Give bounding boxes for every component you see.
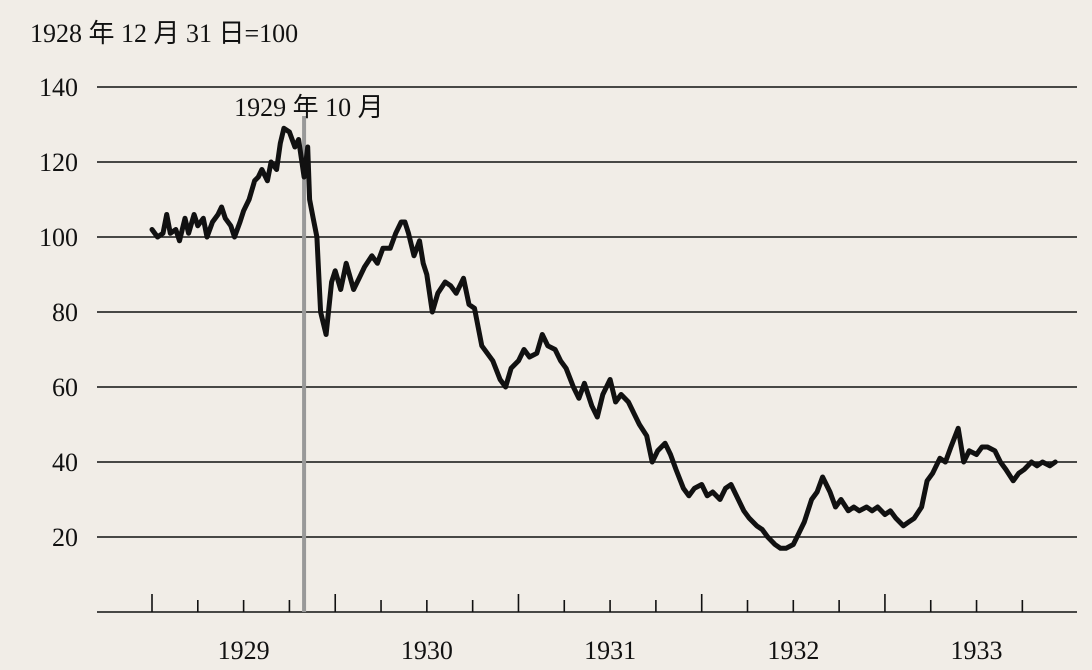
y-tick-label: 140 [39,73,78,102]
y-tick-label: 60 [52,373,78,402]
x-axis: 1929 1930 1931 1932 1933 [97,594,1077,665]
x-tick-label: 1932 [767,636,819,665]
x-tick-label: 1930 [401,636,453,665]
y-tick-label: 80 [52,298,78,327]
annotation-label: 1929 年 10 月 [234,93,384,122]
unit-label: 1928 年 12 月 31 日=100 [30,19,298,48]
annotation-group: 1929 年 10 月 [234,93,384,612]
y-tick-label: 40 [52,448,78,477]
gridlines [97,86,1077,538]
series-line [149,125,1058,551]
y-tick-labels: 20 40 60 80 100 120 140 [39,73,78,552]
y-tick-label: 20 [52,523,78,552]
x-tick-label: 1931 [584,636,636,665]
x-tick-label: 1929 [218,636,270,665]
x-tick-label: 1933 [951,636,1003,665]
y-tick-label: 120 [39,148,78,177]
y-tick-label: 100 [39,223,78,252]
